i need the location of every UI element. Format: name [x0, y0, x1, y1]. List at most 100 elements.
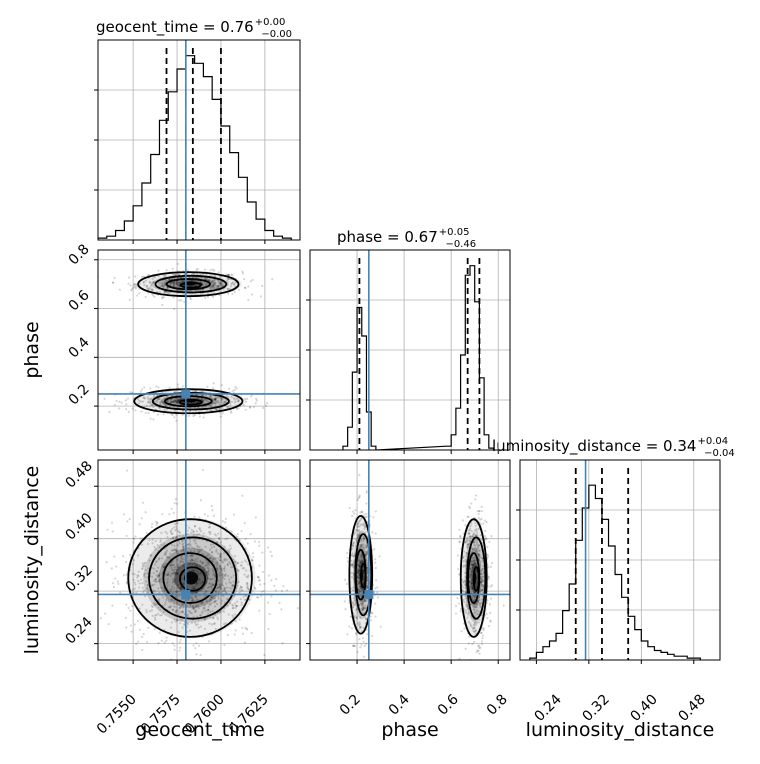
sample-point [189, 543, 192, 546]
sample-point [213, 398, 217, 402]
sample-point [181, 385, 184, 388]
sample-point [192, 530, 195, 533]
sample-point [143, 572, 146, 575]
sample-point [140, 388, 144, 391]
sample-point [155, 399, 159, 402]
sample-point [153, 628, 156, 631]
sample-point [230, 283, 233, 286]
sample-point [175, 572, 178, 575]
sample-point [148, 287, 151, 291]
sample-point [256, 576, 259, 579]
sample-point [184, 667, 186, 669]
sample-point [182, 606, 185, 609]
sample-point [234, 620, 238, 623]
sample-point [223, 587, 226, 590]
sample-point [125, 403, 128, 406]
sample-point [188, 629, 192, 632]
sample-point [230, 273, 233, 276]
sample-point [213, 545, 216, 548]
sample-point [192, 569, 195, 572]
sample-point [248, 406, 252, 409]
sample-point [164, 552, 167, 555]
sample-point [155, 577, 158, 581]
sample-point [155, 574, 158, 577]
sample-point [200, 398, 204, 401]
sample-point [344, 607, 347, 611]
sample-point [226, 406, 229, 409]
sample-point [193, 389, 196, 392]
sample-point [165, 582, 168, 585]
sample-point [224, 398, 228, 402]
sample-point [165, 279, 169, 282]
sample-point [168, 564, 171, 567]
sample-point [165, 639, 168, 642]
sample-point [192, 607, 195, 610]
sample-point [176, 402, 180, 405]
sample-point [247, 298, 250, 302]
sample-point [173, 579, 176, 582]
sample-point [192, 539, 196, 542]
sample-point [149, 554, 152, 557]
sample-point [227, 273, 231, 277]
sample-point [176, 397, 179, 400]
sample-point [141, 562, 144, 565]
sample-point [190, 612, 194, 615]
sample-point [489, 611, 492, 615]
sample-point [222, 288, 225, 291]
sample-point [145, 569, 148, 572]
sample-point [201, 405, 204, 409]
sample-point [470, 502, 473, 505]
sample-point [215, 550, 218, 553]
sample-point [203, 567, 206, 570]
sample-point [172, 602, 175, 605]
sample-point [170, 529, 173, 533]
sample-point [270, 579, 273, 582]
sample-point [159, 586, 163, 589]
sample-point [190, 596, 194, 599]
sample-point [195, 401, 198, 404]
sample-point [155, 560, 158, 564]
sample-point [189, 560, 193, 563]
sample-point [197, 551, 200, 554]
sample-point [246, 582, 249, 585]
sample-point [117, 582, 120, 585]
sample-point [151, 584, 154, 587]
sample-point [175, 401, 179, 404]
sample-point [166, 556, 169, 559]
sample-point [198, 548, 201, 551]
sample-point [170, 549, 173, 552]
sample-point [227, 613, 230, 616]
sample-point [193, 540, 196, 543]
sample-point [353, 512, 356, 515]
sample-point [214, 398, 217, 401]
x-axis-label-phase: phase [381, 719, 438, 741]
sample-point [220, 573, 223, 576]
sample-point [189, 544, 192, 547]
sample-point [191, 559, 194, 562]
sample-point [201, 468, 205, 472]
sample-point [211, 509, 214, 512]
sample-point [215, 534, 218, 537]
sample-point [233, 595, 236, 598]
sample-point [179, 396, 182, 399]
sample-point [144, 295, 147, 299]
sample-point [174, 591, 177, 594]
sample-point [169, 401, 173, 404]
sample-point [162, 596, 165, 599]
sample-point [154, 580, 157, 583]
sample-point [151, 281, 155, 284]
sample-point [197, 550, 200, 554]
sample-point [194, 585, 197, 588]
sample-point [210, 585, 213, 588]
sample-point [99, 617, 102, 620]
sample-point [181, 280, 184, 283]
sample-point [219, 554, 222, 557]
sample-point [219, 552, 222, 556]
sample-point [477, 512, 480, 516]
sample-point [168, 606, 172, 609]
sample-point [165, 597, 169, 600]
sample-point [281, 642, 284, 645]
sample-point [217, 586, 220, 589]
sample-point [194, 610, 197, 614]
sample-point [214, 396, 218, 399]
